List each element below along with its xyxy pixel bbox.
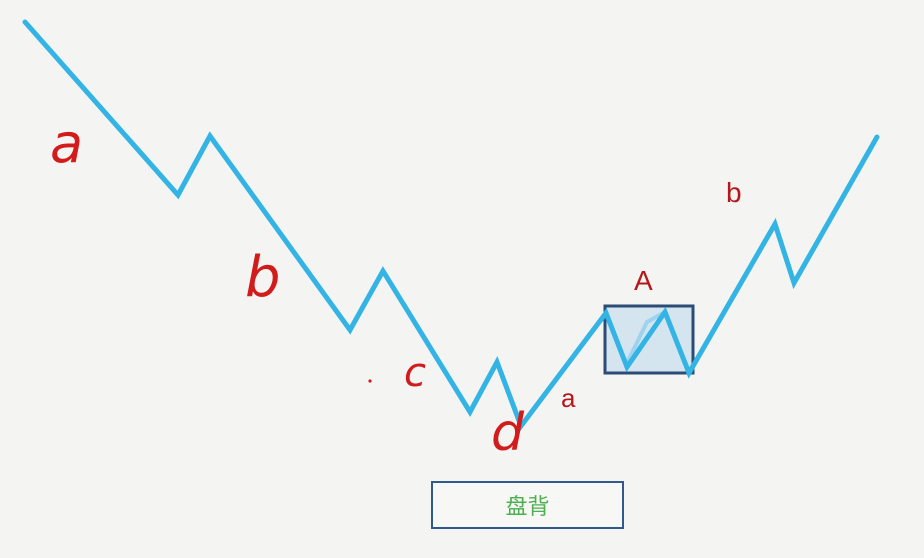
label-down-b: b — [245, 245, 281, 310]
caption-text: 盘背 — [505, 495, 550, 520]
label-down-c: c — [404, 350, 426, 396]
stray-dot — [368, 379, 372, 383]
label-up-b: b — [726, 177, 742, 208]
caption-box: 盘背 — [431, 481, 624, 529]
label-down-a: a — [50, 112, 83, 175]
label-up-a: a — [561, 383, 576, 413]
label-up-A: A — [634, 265, 653, 296]
label-down-d: d — [491, 403, 525, 463]
price-wave-line — [22, 19, 880, 432]
